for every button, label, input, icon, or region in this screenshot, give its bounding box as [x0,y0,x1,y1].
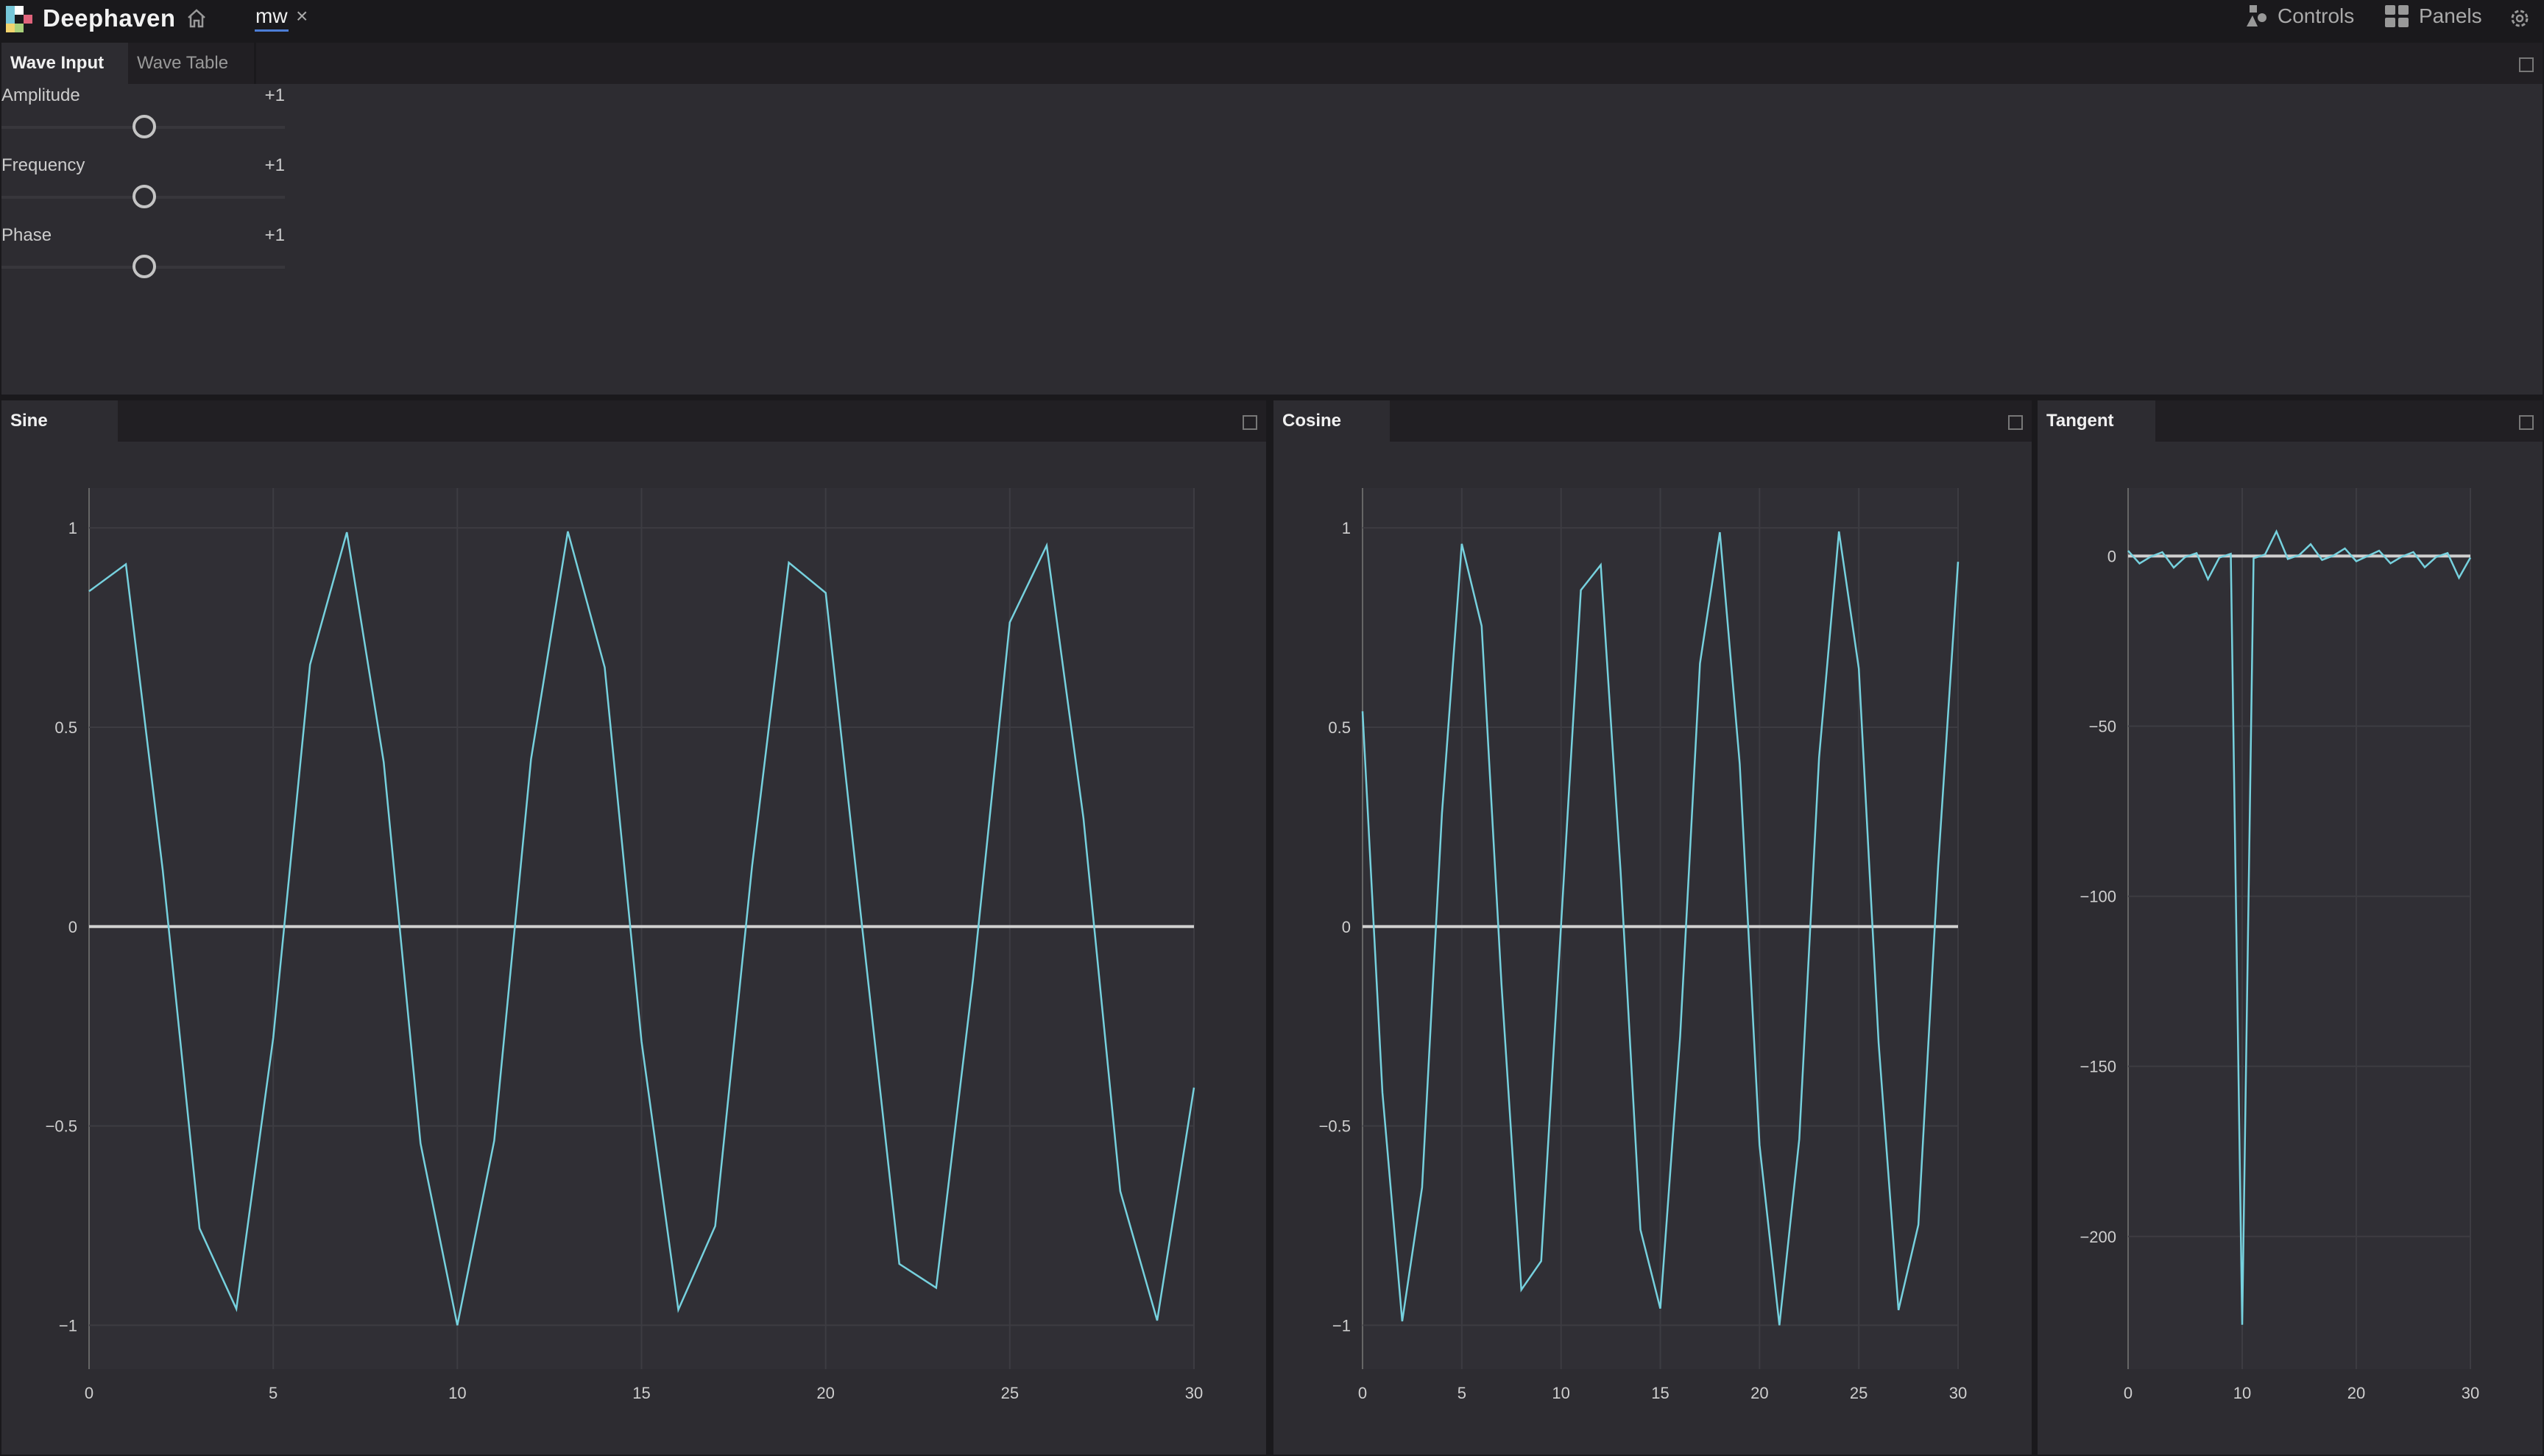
home-icon[interactable] [186,7,208,29]
close-icon[interactable]: × [296,4,308,27]
slider-thumb[interactable] [132,115,156,138]
maximize-icon[interactable] [2519,415,2534,430]
wave-input-tabbar: Wave Input Wave Table [1,43,2543,84]
y-tick-label: 0.5 [54,718,77,737]
phase-value: +1 [264,225,285,245]
plot-area [2128,488,2470,1369]
x-tick-label: 25 [1001,1384,1019,1402]
frequency-value: +1 [264,155,285,175]
tangent-panel: Tangent 0 10 20 30 −200 −150 −100 −50 0 [2036,399,2544,1456]
x-tick-label: 30 [2462,1384,2479,1402]
x-tick-label: 10 [1552,1384,1569,1402]
amplitude-value: +1 [264,85,285,105]
controls-button[interactable]: Controls [2247,4,2354,28]
deephaven-logo [6,6,32,32]
x-tick-label: 20 [2347,1384,2365,1402]
tab-wave-input[interactable]: Wave Input [1,43,128,84]
y-tick-label: −150 [2080,1058,2116,1076]
dashboard-tab-mw[interactable]: mw [255,4,289,32]
slider-thumb[interactable] [132,185,156,208]
panels-button[interactable]: Panels [2385,4,2482,28]
sine-panel: Sine 0 5 10 15 20 25 30 −1 −0.5 0 0.5 1 [0,399,1268,1456]
maximize-icon[interactable] [1243,415,1257,430]
y-tick-label: −1 [1332,1316,1351,1335]
panels-label: Panels [2419,4,2482,27]
x-tick-label: 20 [1750,1384,1768,1402]
tab-sine[interactable]: Sine [1,400,118,442]
y-tick-label: 1 [68,519,77,537]
tab-tangent[interactable]: Tangent [2038,400,2155,442]
x-tick-label: 15 [1651,1384,1669,1402]
x-tick-label: 30 [1949,1384,1967,1402]
app-brand: Deephaven [43,4,176,32]
y-tick-label: −200 [2080,1228,2116,1246]
slider-thumb[interactable] [132,255,156,278]
sine-tabbar: Sine [1,400,1266,442]
y-tick-label: 0 [1342,918,1351,936]
wave-input-panel: Wave Input Wave Table Amplitude +1 Frequ… [0,41,2544,396]
tab-wave-table[interactable]: Wave Table [128,43,256,84]
maximize-icon[interactable] [2519,57,2534,72]
cosine-chart[interactable]: 0 5 10 15 20 25 30 −1 −0.5 0 0.5 1 [1273,442,2032,1455]
x-tick-label: 0 [1358,1384,1367,1402]
cosine-tabbar: Cosine [1273,400,2032,442]
x-tick-label: 0 [2124,1384,2133,1402]
x-tick-label: 10 [2233,1384,2251,1402]
y-tick-label: −0.5 [46,1117,77,1136]
phase-label: Phase [1,225,52,245]
amplitude-label: Amplitude [1,85,80,105]
y-tick-label: 0 [68,918,77,936]
cosine-panel: Cosine 0 5 10 15 20 25 30 −1 −0.5 0 0.5 1 [1272,399,2033,1456]
controls-icon [2247,5,2266,26]
y-tick-label: 1 [1342,519,1351,537]
x-tick-label: 15 [632,1384,650,1402]
tab-cosine[interactable]: Cosine [1273,400,1390,442]
x-tick-label: 0 [85,1384,93,1402]
x-tick-label: 5 [269,1384,278,1402]
y-tick-label: 0 [2107,547,2116,565]
x-tick-label: 5 [1458,1384,1466,1402]
y-tick-label: −0.5 [1319,1117,1351,1136]
sine-chart[interactable]: 0 5 10 15 20 25 30 −1 −0.5 0 0.5 1 [1,442,1266,1455]
frequency-label: Frequency [1,155,85,175]
gear-icon[interactable] [2507,6,2532,31]
x-tick-label: 30 [1185,1384,1203,1402]
controls-label: Controls [2278,4,2355,27]
x-tick-label: 20 [816,1384,834,1402]
top-bar: Deephaven mw × Controls Panels [0,0,2544,43]
y-tick-label: −100 [2080,888,2116,906]
tangent-tabbar: Tangent [2038,400,2543,442]
x-tick-label: 10 [448,1384,466,1402]
panels-icon [2385,5,2409,27]
y-tick-label: −50 [2089,718,2116,736]
tangent-chart[interactable]: 0 10 20 30 −200 −150 −100 −50 0 [2038,442,2543,1455]
x-tick-label: 25 [1850,1384,1868,1402]
maximize-icon[interactable] [2008,415,2023,430]
y-tick-label: −1 [59,1316,77,1335]
y-tick-label: 0.5 [1328,718,1351,737]
